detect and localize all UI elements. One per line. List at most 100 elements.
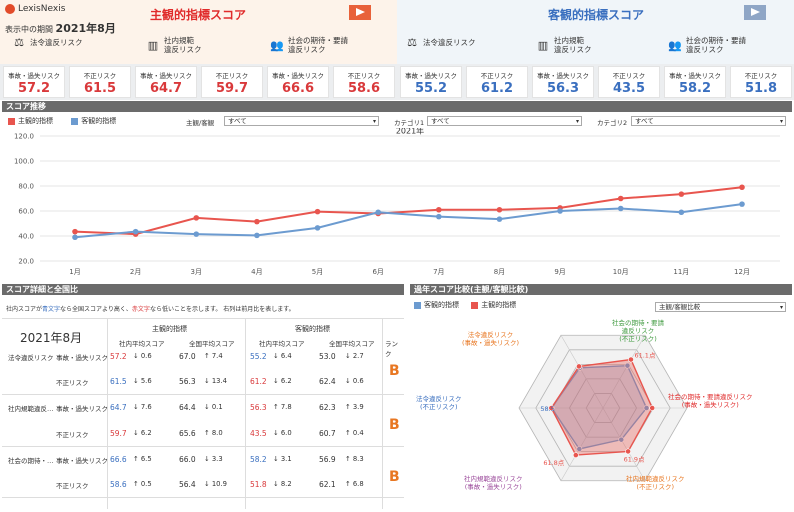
legend-swatch-objective xyxy=(71,117,79,125)
building-icon: ▥ xyxy=(147,38,159,52)
data-point[interactable] xyxy=(193,231,200,237)
filter-select-subjective-objective[interactable]: すべて xyxy=(224,116,379,126)
radar-value-label: 61.1点 xyxy=(634,352,655,360)
x-tick-label: 10月 xyxy=(613,268,629,276)
lexisnexis-logo-icon xyxy=(5,4,15,14)
data-point[interactable] xyxy=(254,232,260,239)
objective-national-delta: ↓ 0.6 xyxy=(345,377,364,385)
data-point[interactable] xyxy=(739,184,745,191)
data-point[interactable] xyxy=(739,201,745,207)
filter-select-category1[interactable]: すべて xyxy=(427,116,582,126)
radar-point[interactable] xyxy=(572,452,579,458)
y-tick-label: 100.0 xyxy=(14,158,34,166)
radar-point[interactable] xyxy=(618,436,625,443)
row-risk-type: 不正リスク xyxy=(56,431,89,439)
trend-legend: 主観的指標 客観的指標 xyxy=(8,116,116,126)
objective-play-icon[interactable] xyxy=(744,5,766,20)
series-line-objective xyxy=(74,203,743,239)
row-category: 社会の期待・… xyxy=(8,457,54,465)
legend-swatch-subjective xyxy=(8,117,15,125)
objective-national-delta: ↑ 3.9 xyxy=(345,403,364,411)
radar-point[interactable] xyxy=(548,405,555,411)
data-point[interactable] xyxy=(617,205,624,212)
radar-value-label: 58.5 xyxy=(540,405,554,413)
legend-swatch-objective xyxy=(414,301,421,309)
objective-header-panel xyxy=(397,0,794,64)
people-icon: 👥 xyxy=(668,38,682,52)
x-tick-label: 5月 xyxy=(312,268,323,276)
objective-national-score: 62.4 xyxy=(319,377,336,386)
col-rank: ランク xyxy=(385,340,398,358)
x-tick-label: 12月 xyxy=(734,268,750,276)
y-tick-label: 120.0 xyxy=(14,133,34,141)
subjective-internal-delta: ↓ 7.6 xyxy=(133,403,152,411)
x-tick-label: 7月 xyxy=(433,268,444,276)
objective-national-score: 56.9 xyxy=(319,455,336,464)
row-risk-type: 事故・過失リスク xyxy=(56,405,108,413)
subjective-play-icon[interactable] xyxy=(349,5,371,20)
kpi-label: 不正リスク xyxy=(347,72,381,80)
radar-point[interactable] xyxy=(624,362,631,369)
data-point[interactable] xyxy=(436,206,442,213)
subjective-internal-score: 58.6 xyxy=(110,480,127,489)
data-point[interactable] xyxy=(436,213,442,220)
objective-internal-delta: ↓ 6.2 xyxy=(273,377,292,385)
data-point[interactable] xyxy=(557,208,563,214)
subjective-national-delta: ↓ 0.1 xyxy=(204,403,223,411)
radar-point[interactable] xyxy=(649,405,656,411)
period-display: 表示中の期間 2021年8月 xyxy=(5,20,116,36)
radar-point[interactable] xyxy=(576,446,583,452)
trend-line-chart: 2021年 20.0 40.0 60.0 80.0 100.0 120.0 1月 2月 3月 4月 5… xyxy=(14,128,780,276)
details-note: 社内スコアが青文字なら全国スコアより高く、赤文字なら低いことを示します。 右列は… xyxy=(6,306,295,313)
data-point[interactable] xyxy=(314,208,321,215)
radar-axis-label: 社内規範違反リスク (事故・過失リスク) xyxy=(464,475,523,491)
data-point[interactable] xyxy=(254,218,260,225)
radar-point[interactable] xyxy=(643,405,650,411)
data-point[interactable] xyxy=(496,206,503,213)
objective-national-score: 60.7 xyxy=(319,429,336,438)
kpi-tile: 不正リスク 51.8 xyxy=(730,66,792,98)
kpi-tile: 事故・過失リスク 57.2 xyxy=(3,66,65,98)
kpi-tile: 不正リスク 43.5 xyxy=(598,66,660,98)
radar-axis xyxy=(602,407,646,481)
data-point[interactable] xyxy=(193,215,200,221)
subjective-internal-delta: ↓ 6.2 xyxy=(133,429,152,437)
data-point[interactable] xyxy=(132,228,139,235)
kpi-tile: 事故・過失リスク 66.6 xyxy=(267,66,329,98)
subjective-internal-score: 57.2 xyxy=(110,352,127,361)
details-section-bar: スコア詳細と全国比 xyxy=(2,284,404,295)
filter-label: カテゴリ2 xyxy=(597,119,628,127)
data-point[interactable] xyxy=(617,195,624,202)
radar-point[interactable] xyxy=(576,363,582,370)
subjective-internal-score: 66.6 xyxy=(110,455,127,464)
data-point[interactable] xyxy=(496,216,503,222)
radar-value-label: 61.8点 xyxy=(543,459,564,467)
series-line-subjective xyxy=(74,186,743,236)
radar-compare-select[interactable]: 主観/客観比較 xyxy=(655,302,786,312)
kpi-label: 事故・過失リスク xyxy=(8,72,60,80)
data-point[interactable] xyxy=(72,228,78,235)
radar-axis xyxy=(560,407,604,481)
rank-badge: B xyxy=(389,469,400,485)
radar-axis-label: 社会の期待・要請違反リスク (事故・過失リスク) xyxy=(668,393,753,409)
kpi-value: 55.2 xyxy=(414,81,448,96)
y-tick-label: 40.0 xyxy=(18,233,34,241)
details-period: 2021年8月 xyxy=(20,331,83,345)
data-point[interactable] xyxy=(314,225,321,231)
logo: LexisNexis xyxy=(5,4,65,14)
data-point[interactable] xyxy=(375,209,381,216)
data-point[interactable] xyxy=(678,209,685,216)
radar-point[interactable] xyxy=(625,448,631,455)
objective-title: 客観的指標スコア xyxy=(548,8,645,22)
subjective-title: 主観的指標スコア xyxy=(150,8,247,22)
objective-internal-score: 56.3 xyxy=(250,403,267,412)
data-point[interactable] xyxy=(678,191,685,197)
people-icon: 👥 xyxy=(270,38,284,52)
kpi-label: 事故・過失リスク xyxy=(405,72,457,80)
kpi-value: 64.7 xyxy=(149,81,183,96)
filter-select-category2[interactable]: すべて xyxy=(631,116,786,126)
radar-point[interactable] xyxy=(628,356,634,363)
data-point[interactable] xyxy=(72,234,78,241)
subjective-national-delta: ↓ 10.9 xyxy=(204,480,227,488)
category-header: ⚖ 法令違反リスク xyxy=(405,37,475,48)
